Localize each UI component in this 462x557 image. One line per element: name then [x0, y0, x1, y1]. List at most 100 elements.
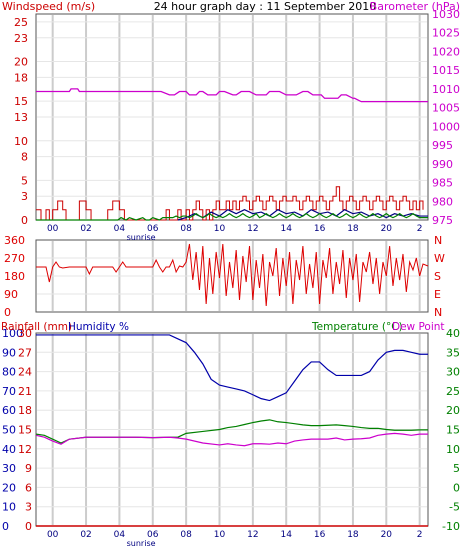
barometer-title: Barometer (hPa): [370, 0, 460, 13]
humidity-tick-label: 80: [2, 366, 16, 379]
wind-gust-line: [36, 186, 424, 221]
hour-tick-label: 16: [314, 224, 326, 234]
rainfall-tick-label: 3: [25, 501, 32, 514]
rainfall-tick-label: 27: [18, 346, 32, 359]
barometer-tick-label: 975: [432, 214, 453, 227]
hour-tick-label: 14: [280, 530, 292, 540]
windspeed-tick-label: 3: [21, 190, 28, 203]
humidity-tick-label: 50: [2, 424, 16, 437]
windspeed-tick-label: 0: [21, 214, 28, 227]
barometer-tick-label: 1025: [432, 27, 460, 40]
graph-title: 24 hour graph day : 11 September 2010: [154, 0, 377, 13]
barometer-tick-label: 1005: [432, 102, 460, 115]
barometer-line: [36, 88, 428, 103]
hour-tick-label: 08: [180, 224, 192, 234]
sunrise-label: sunrise: [127, 539, 156, 548]
windspeed-tick-label: 15: [14, 95, 28, 108]
temperature-tick-label: 40: [446, 327, 460, 340]
humidity-tick-label: 100: [2, 327, 23, 340]
hour-tick-label: 00: [47, 224, 59, 234]
hour-tick-label: 02: [80, 224, 91, 234]
barometer-tick-label: 990: [432, 158, 453, 171]
rainfall-tick-label: 9: [25, 462, 32, 475]
barometer-tick-label: 995: [432, 139, 453, 152]
hour-tick-label: 10: [214, 224, 226, 234]
hour-tick-label: 2: [417, 530, 423, 540]
hour-tick-label: 00: [47, 530, 59, 540]
temperature-tick-label: 20: [446, 404, 460, 417]
compass-tick-label: N: [434, 306, 442, 319]
hour-tick-label: 2: [417, 224, 423, 234]
compass-tick-label: S: [434, 270, 441, 283]
rainfall-label: Rainfall (mm): [1, 321, 72, 333]
compass-tick-label: E: [434, 288, 441, 301]
direction-tick-label: 360: [4, 234, 25, 247]
temperature-tick-label: 25: [446, 385, 460, 398]
hour-tick-label: 06: [147, 224, 159, 234]
temperature-label: Temperature (°C): [311, 321, 403, 333]
dewpoint-line: [35, 432, 428, 447]
hour-tick-label: 12: [247, 530, 258, 540]
barometer-tick-label: 1020: [432, 45, 460, 58]
rainfall-tick-label: 30: [18, 327, 32, 340]
rainfall-tick-label: 21: [18, 385, 32, 398]
dewpoint-label: Dew Point: [392, 321, 445, 333]
temperature-tick-label: -10: [442, 520, 460, 533]
humidity-tick-label: 30: [2, 462, 16, 475]
direction-tick-label: 0: [4, 306, 11, 319]
rainfall-tick-label: 24: [18, 366, 32, 379]
barometer-tick-label: 1000: [432, 120, 460, 133]
barometer-tick-label: 1010: [432, 83, 460, 96]
windspeed-tick-label: 5: [21, 174, 28, 187]
temperature-tick-label: 0: [453, 481, 460, 494]
windspeed-tick-label: 10: [14, 135, 28, 148]
humidity-tick-label: 90: [2, 346, 16, 359]
compass-tick-label: N: [434, 234, 442, 247]
compass-tick-label: W: [434, 252, 445, 265]
temperature-tick-label: 5: [453, 462, 460, 475]
wind-speed-line: [36, 212, 428, 221]
hour-tick-label: 04: [114, 530, 126, 540]
hour-tick-label: 08: [180, 530, 192, 540]
windspeed-tick-label: 8: [21, 151, 28, 164]
hour-tick-label: 20: [381, 224, 393, 234]
humidity-line: [36, 334, 428, 402]
hour-tick-label: 18: [347, 224, 359, 234]
windspeed-tick-label: 20: [14, 56, 28, 69]
humidity-tick-label: 0: [2, 520, 9, 533]
hour-tick-label: 18: [347, 530, 359, 540]
windspeed-tick-label: 23: [14, 32, 28, 45]
windspeed-title: Windspeed (m/s): [2, 0, 95, 13]
temperature-tick-label: -5: [449, 501, 460, 514]
hour-tick-label: 14: [280, 224, 292, 234]
hour-tick-label: 20: [381, 530, 393, 540]
barometer-tick-label: 1015: [432, 64, 460, 77]
direction-tick-label: 270: [4, 252, 25, 265]
temperature-tick-label: 10: [446, 443, 460, 456]
rainfall-tick-label: 0: [25, 520, 32, 533]
temperature-tick-label: 35: [446, 346, 460, 359]
direction-tick-label: 90: [4, 288, 18, 301]
humidity-tick-label: 20: [2, 481, 16, 494]
wind-direction-line: [36, 243, 429, 307]
humidity-tick-label: 70: [2, 385, 16, 398]
barometer-tick-label: 985: [432, 177, 453, 190]
hour-tick-label: 12: [247, 224, 258, 234]
humidity-tick-label: 40: [2, 443, 16, 456]
direction-tick-label: 180: [4, 270, 25, 283]
windspeed-tick-label: 25: [14, 16, 28, 29]
temperature-tick-label: 30: [446, 366, 460, 379]
hour-tick-label: 16: [314, 530, 326, 540]
hour-tick-label: 04: [114, 224, 126, 234]
rainfall-tick-label: 15: [18, 424, 32, 437]
hour-tick-label: 02: [80, 530, 91, 540]
hour-tick-label: 10: [214, 530, 226, 540]
rainfall-tick-label: 6: [25, 481, 32, 494]
barometer-tick-label: 1030: [432, 8, 460, 21]
temperature-tick-label: 15: [446, 424, 460, 437]
windspeed-tick-label: 18: [14, 71, 28, 84]
barometer-tick-label: 980: [432, 195, 453, 208]
sunrise-label: sunrise: [127, 233, 156, 242]
humidity-label: Humidity %: [68, 321, 129, 333]
